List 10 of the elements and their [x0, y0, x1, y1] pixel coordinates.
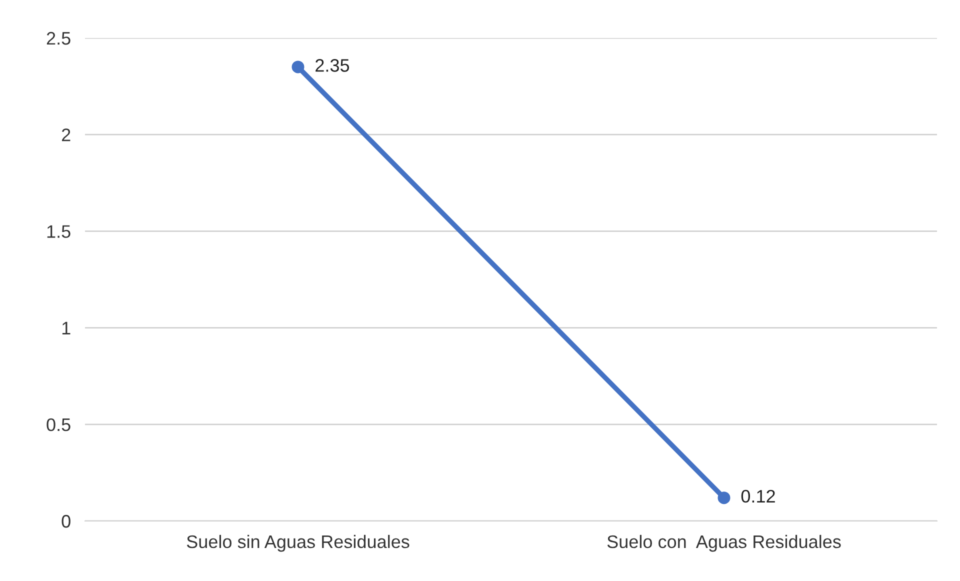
- data-label: 2.35: [316, 59, 350, 72]
- y-tick-label: 0.5: [46, 418, 70, 432]
- y-tick-label: 0: [62, 514, 70, 528]
- y-tick-label: 2: [62, 128, 70, 142]
- y-tick-label: 1: [62, 322, 70, 334]
- data-label: 0.12: [741, 490, 775, 503]
- y-tick-label: 1.5: [47, 225, 70, 238]
- y-tick-label: 2.5: [46, 32, 70, 45]
- x-tick-label: Suelo con Aguas Residuales: [607, 534, 841, 552]
- x-tick-label: Suelo sin Aguas Residuales: [186, 534, 410, 552]
